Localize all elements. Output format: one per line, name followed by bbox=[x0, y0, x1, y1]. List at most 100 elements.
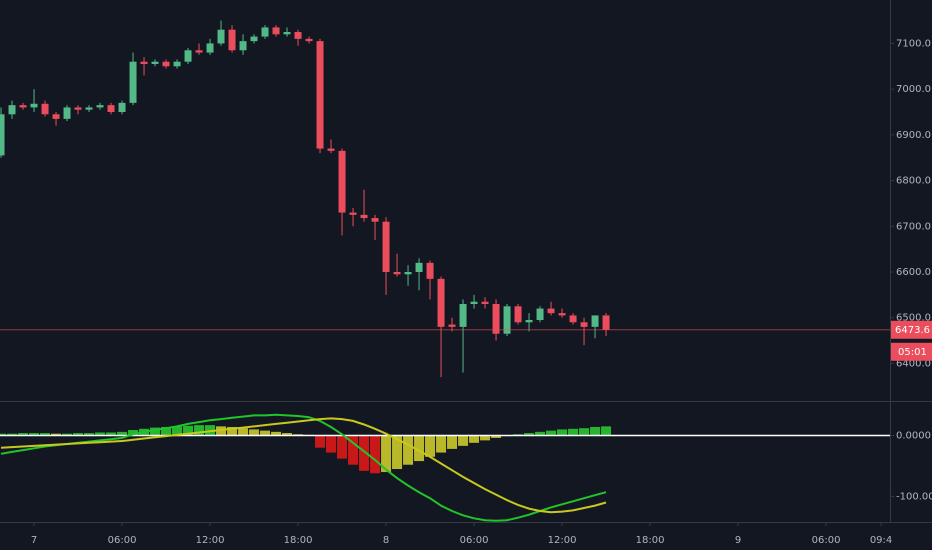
candle-body bbox=[569, 315, 577, 323]
x-tick-label: 9 bbox=[735, 535, 741, 546]
candle-body bbox=[536, 308, 544, 320]
candle-body bbox=[371, 218, 379, 222]
candle-body bbox=[107, 105, 115, 112]
candle-body bbox=[349, 212, 357, 215]
candle-body bbox=[437, 278, 445, 327]
candle-body bbox=[481, 301, 489, 304]
candle-body bbox=[129, 61, 137, 103]
candle-body bbox=[525, 320, 533, 323]
candle-body bbox=[52, 114, 60, 119]
histogram-bar bbox=[381, 435, 392, 473]
candle-body bbox=[228, 29, 236, 51]
histogram-bar bbox=[40, 433, 51, 436]
candle-body bbox=[140, 61, 148, 64]
histogram-bar bbox=[161, 426, 172, 436]
y-tick-label: 6600.0 bbox=[896, 267, 931, 278]
histogram-bar bbox=[128, 430, 139, 436]
last-price-box bbox=[891, 320, 932, 339]
candle-body bbox=[63, 107, 71, 119]
histogram-bar bbox=[535, 431, 546, 436]
countdown-box bbox=[891, 342, 932, 361]
histogram-bar bbox=[469, 435, 480, 443]
x-tick-label: 7 bbox=[31, 535, 37, 546]
candle-body bbox=[8, 105, 16, 115]
histogram-bar bbox=[282, 433, 293, 436]
candle-body bbox=[305, 38, 313, 42]
candle-body bbox=[602, 315, 610, 330]
candle-body bbox=[173, 61, 181, 67]
candle-body bbox=[360, 214, 368, 219]
candle-body bbox=[184, 50, 192, 62]
x-tick-label: 06:00 bbox=[108, 535, 137, 546]
x-tick-label: 8 bbox=[383, 535, 389, 546]
histogram-bar bbox=[183, 425, 194, 436]
candle-body bbox=[239, 41, 247, 51]
candle-body bbox=[19, 105, 27, 108]
histogram-bar bbox=[0, 433, 7, 436]
histogram-bar bbox=[414, 435, 425, 462]
histogram-bar bbox=[84, 433, 95, 436]
histogram-bar bbox=[172, 426, 183, 436]
indicator-line bbox=[0, 417, 607, 514]
candle-body bbox=[404, 272, 412, 275]
histogram-bar bbox=[238, 428, 249, 436]
y-tick-label: 7100.0 bbox=[896, 38, 931, 49]
histogram-bar bbox=[425, 435, 436, 457]
candle-body bbox=[151, 61, 159, 64]
histogram-bar bbox=[568, 428, 579, 436]
candle-body bbox=[195, 50, 203, 53]
y-tick-label: 6800.0 bbox=[896, 176, 931, 187]
histogram-bar bbox=[117, 431, 128, 436]
histogram-bar bbox=[447, 435, 458, 449]
histogram-bar bbox=[18, 433, 29, 436]
candle-body bbox=[74, 107, 82, 110]
y-tick-label: 6400.0 bbox=[896, 358, 931, 369]
candle-body bbox=[316, 41, 324, 149]
candle-body bbox=[558, 313, 566, 316]
candle-body bbox=[96, 105, 104, 108]
candle-body bbox=[459, 304, 467, 327]
candle-body bbox=[547, 308, 555, 314]
histogram-bar bbox=[601, 426, 612, 436]
candle-body bbox=[217, 29, 225, 44]
histogram-bar bbox=[359, 435, 370, 471]
y-tick-label: 6500.0 bbox=[896, 313, 931, 324]
candle-body bbox=[382, 221, 390, 272]
histogram-bar bbox=[29, 433, 40, 436]
histogram-bar bbox=[370, 435, 381, 474]
histogram-bar bbox=[260, 430, 271, 436]
candle-body bbox=[41, 103, 49, 115]
histogram-bar bbox=[51, 433, 62, 436]
candle-body bbox=[415, 262, 423, 272]
x-tick-label: 09:4 bbox=[870, 535, 892, 546]
y-tick-label: 6700.0 bbox=[896, 221, 931, 232]
candle-body bbox=[338, 150, 346, 213]
histogram-bar bbox=[227, 426, 238, 436]
candle-body bbox=[327, 148, 335, 151]
histogram-bar bbox=[348, 435, 359, 465]
histogram-bar bbox=[480, 435, 491, 441]
countdown-label: 05:01 bbox=[898, 347, 927, 358]
histogram-bar bbox=[579, 428, 590, 436]
candle-body bbox=[162, 61, 170, 67]
candle-body bbox=[503, 306, 511, 334]
candle-body bbox=[470, 301, 478, 304]
indicator-line bbox=[0, 413, 607, 522]
x-tick-label: 18:00 bbox=[636, 535, 665, 546]
histogram-bar bbox=[436, 435, 447, 453]
histogram-bar bbox=[62, 433, 73, 436]
histogram-bar bbox=[458, 435, 469, 446]
candle-body bbox=[206, 43, 214, 53]
candle-body bbox=[426, 262, 434, 279]
histogram-bar bbox=[73, 433, 84, 436]
histogram-bar bbox=[557, 429, 568, 436]
histogram-bar bbox=[315, 435, 326, 448]
candle-body bbox=[514, 306, 522, 323]
candle-body bbox=[294, 32, 302, 39]
candle-body bbox=[492, 304, 500, 334]
histogram-bar bbox=[106, 432, 117, 436]
x-tick-label: 06:00 bbox=[812, 535, 841, 546]
histogram-bar bbox=[491, 435, 502, 438]
x-tick-label: 18:00 bbox=[284, 535, 313, 546]
